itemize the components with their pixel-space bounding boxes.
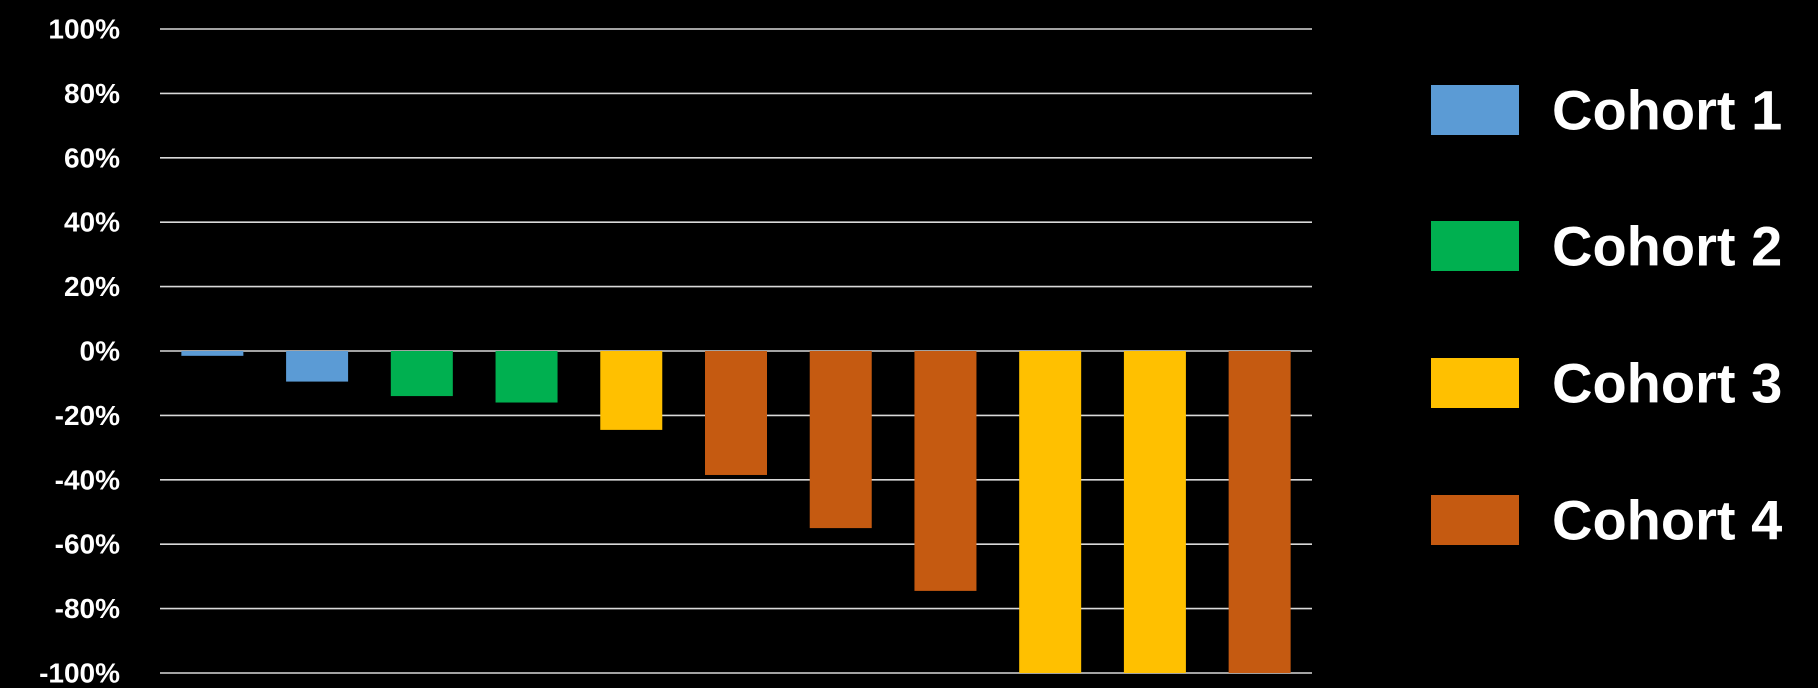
- legend-swatch: [1431, 495, 1519, 545]
- y-tick-label: -40%: [55, 464, 120, 495]
- y-tick-label: 100%: [48, 14, 120, 45]
- bar-cohort-4: [1228, 351, 1291, 673]
- y-tick-label: -100%: [39, 658, 120, 688]
- legend-item-cohort-4: Cohort 4: [1431, 489, 1782, 552]
- bars: [181, 351, 1291, 673]
- bar-cohort-2: [390, 351, 453, 397]
- y-tick-label: 40%: [64, 207, 120, 238]
- y-tick-label: 80%: [64, 78, 120, 109]
- y-tick-label: -80%: [55, 593, 120, 624]
- legend: Cohort 1 Cohort 2 Cohort 3 Cohort 4: [1431, 79, 1782, 552]
- bar-cohort-3: [600, 351, 663, 430]
- bar-cohort-2: [495, 351, 558, 403]
- legend-item-cohort-3: Cohort 3: [1431, 352, 1782, 415]
- legend-label: Cohort 1: [1552, 79, 1782, 142]
- legend-item-cohort-2: Cohort 2: [1431, 215, 1782, 278]
- legend-label: Cohort 2: [1552, 215, 1782, 278]
- bar-cohort-3: [1019, 351, 1082, 673]
- legend-item-cohort-1: Cohort 1: [1431, 79, 1782, 142]
- y-tick-label: 20%: [64, 271, 120, 302]
- bar-cohort-1: [286, 351, 349, 382]
- y-tick-label: 60%: [64, 142, 120, 173]
- y-tick-label: -60%: [55, 529, 120, 560]
- bar-cohort-3: [1123, 351, 1186, 673]
- bar-cohort-4: [705, 351, 767, 475]
- legend-swatch: [1431, 221, 1519, 271]
- bar-cohort-1: [181, 351, 244, 356]
- bar-cohort-4: [809, 351, 872, 529]
- y-tick-label: 0%: [80, 336, 121, 367]
- legend-swatch: [1431, 358, 1519, 408]
- legend-swatch: [1431, 85, 1519, 135]
- legend-label: Cohort 3: [1552, 352, 1782, 415]
- bar-cohort-4: [914, 351, 977, 591]
- y-tick-label: -20%: [55, 400, 120, 431]
- legend-label: Cohort 4: [1552, 489, 1782, 552]
- y-axis-tick-labels: 100% 80% 60% 40% 20% 0% -20% -40% -60% -80% -100%: [39, 14, 120, 688]
